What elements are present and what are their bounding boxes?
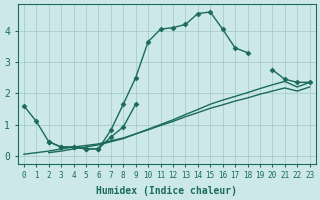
X-axis label: Humidex (Indice chaleur): Humidex (Indice chaleur)	[96, 186, 237, 196]
